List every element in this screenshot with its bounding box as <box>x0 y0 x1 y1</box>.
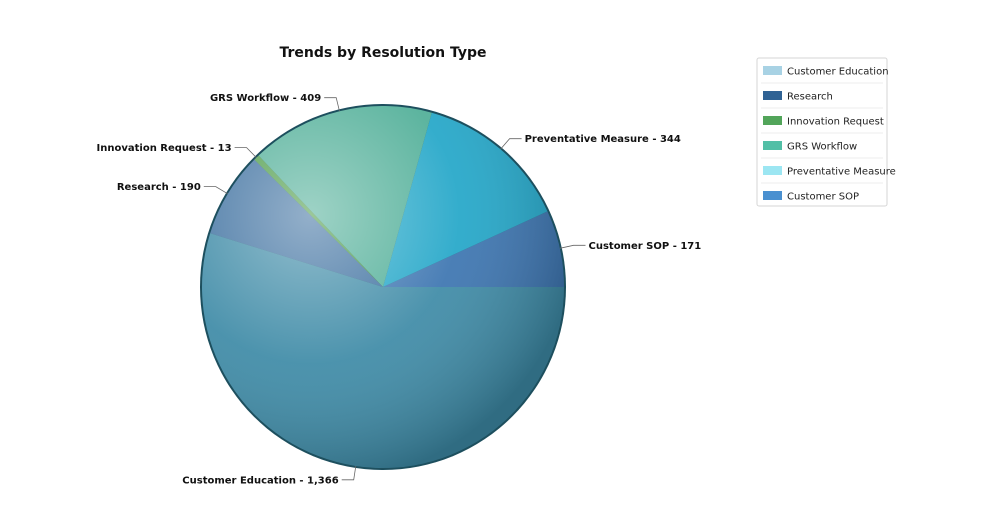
leader-preventative-measure <box>500 138 522 150</box>
leader-customer-sop <box>559 244 586 249</box>
legend-label-customer-sop[interactable]: Customer SOP <box>787 192 859 203</box>
legend-box <box>756 57 888 207</box>
legend: Customer Education Research Innovation Req… <box>756 57 896 207</box>
label-research: Research - 190 <box>117 182 201 193</box>
legend-swatch-preventative-measure <box>763 166 782 175</box>
leader-innovation-request <box>234 147 257 158</box>
label-innovation-request: Innovation Request - 13 <box>97 143 232 154</box>
legend-swatch-customer-education <box>763 66 782 75</box>
leader-grs-workflow <box>324 97 340 112</box>
legend-label-preventative-measure[interactable]: Preventative Measure <box>787 167 896 178</box>
legend-swatch-grs-workflow <box>763 141 782 150</box>
legend-label-research[interactable]: Research <box>787 92 833 103</box>
label-preventative-measure: Preventative Measure - 344 <box>525 134 681 145</box>
legend-label-innovation-request[interactable]: Innovation Request <box>787 117 884 128</box>
leader-customer-education <box>341 465 357 481</box>
slice-labels: Customer SOP - 171 Preventative Measure -… <box>97 93 702 486</box>
pie-slices <box>200 104 566 470</box>
label-customer-sop: Customer SOP - 171 <box>589 241 702 252</box>
label-customer-education: Customer Education - 1,366 <box>182 475 338 486</box>
legend-swatch-customer-sop <box>763 191 782 200</box>
leader-research <box>203 186 229 195</box>
legend-label-customer-education[interactable]: Customer Education <box>787 67 889 78</box>
legend-label-grs-workflow[interactable]: GRS Workflow <box>787 142 857 153</box>
legend-swatch-innovation-request <box>763 116 782 125</box>
legend-swatch-research <box>763 91 782 100</box>
chart-title: Trends by Resolution Type <box>279 45 486 61</box>
label-grs-workflow: GRS Workflow - 409 <box>210 93 321 104</box>
